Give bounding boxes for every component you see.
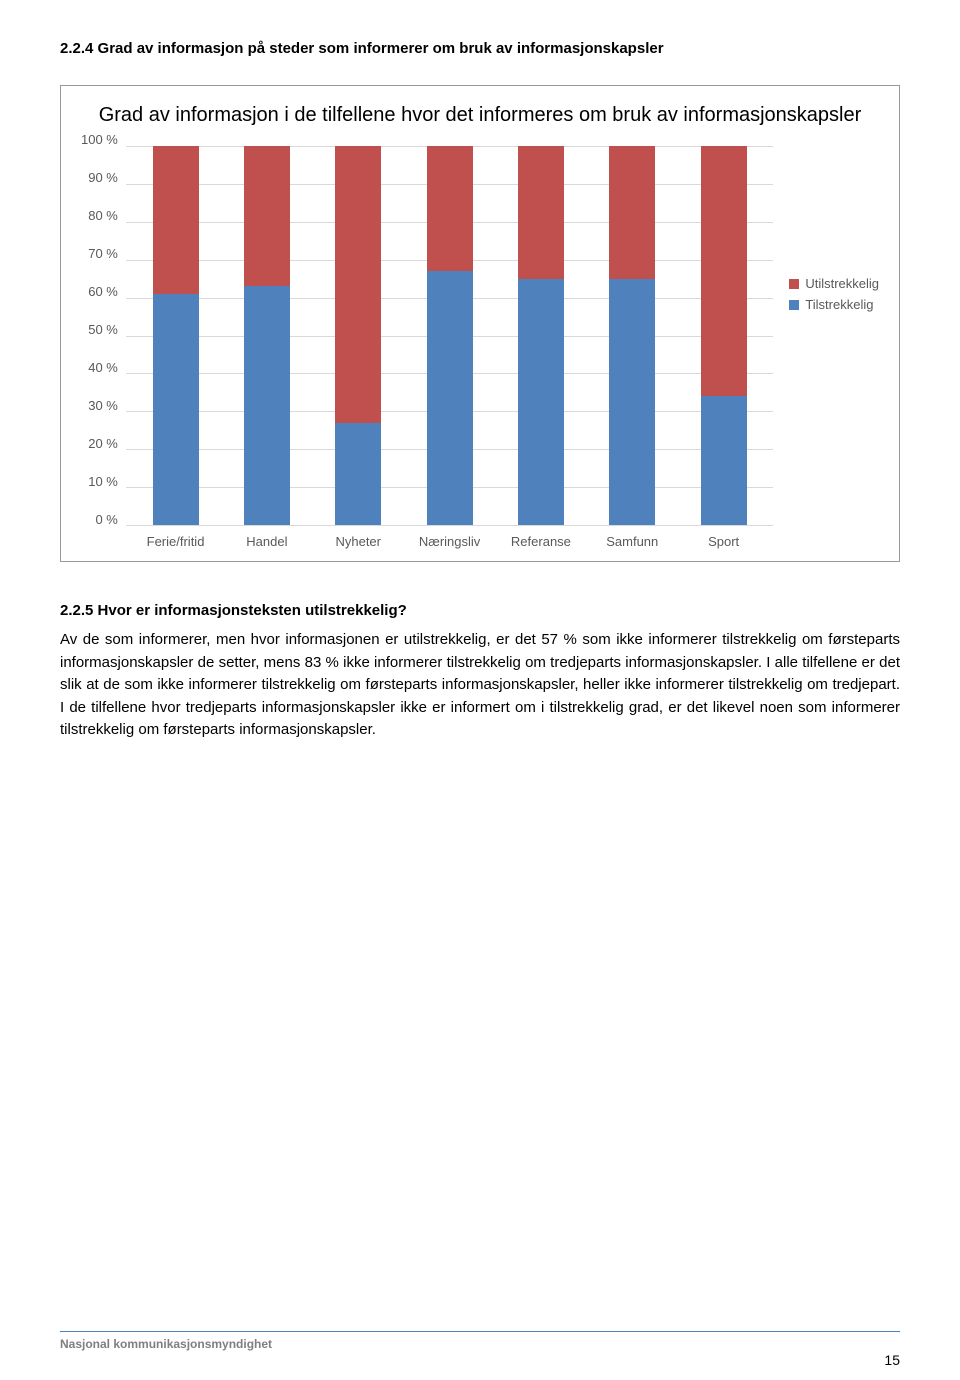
stacked-bar <box>153 146 199 525</box>
bar-slot <box>587 146 678 525</box>
plot-wrapper: 100 %90 %80 %70 %60 %50 %40 %30 %20 %10 … <box>81 146 773 549</box>
bar-slot <box>495 146 586 525</box>
bar-segment-tilstrekkelig <box>701 396 747 525</box>
bar-segment-tilstrekkelig <box>335 423 381 525</box>
chart-title: Grad av informasjon i de tilfellene hvor… <box>81 102 879 128</box>
bar-segment-utilstrekkelig <box>244 146 290 286</box>
stacked-bar <box>335 146 381 525</box>
footer-org: Nasjonal kommunikasjonsmyndighet <box>60 1337 272 1351</box>
bar-segment-tilstrekkelig <box>518 279 564 525</box>
sub-heading: 2.2.5 Hvor er informasjonsteksten utilst… <box>60 602 900 619</box>
page-number: 15 <box>884 1352 900 1368</box>
bar-segment-tilstrekkelig <box>153 294 199 525</box>
plot-area <box>126 146 773 526</box>
x-axis-label: Sport <box>678 534 769 549</box>
bar-slot <box>130 146 221 525</box>
bar-segment-tilstrekkelig <box>427 271 473 525</box>
bar-slot <box>221 146 312 525</box>
bar-segment-utilstrekkelig <box>701 146 747 396</box>
x-axis-label: Handel <box>221 534 312 549</box>
x-axis-label: Nyheter <box>313 534 404 549</box>
chart-body: 100 %90 %80 %70 %60 %50 %40 %30 %20 %10 … <box>81 146 879 549</box>
y-axis: 100 %90 %80 %70 %60 %50 %40 %30 %20 %10 … <box>81 146 126 526</box>
x-axis-label: Samfunn <box>587 534 678 549</box>
legend-swatch <box>789 279 799 289</box>
bar-segment-tilstrekkelig <box>609 279 655 525</box>
x-axis-label: Referanse <box>495 534 586 549</box>
chart-legend: Utilstrekkelig Tilstrekkelig <box>789 146 879 318</box>
section-heading: 2.2.4 Grad av informasjon på steder som … <box>60 40 900 57</box>
bar-segment-utilstrekkelig <box>609 146 655 279</box>
legend-item: Utilstrekkelig <box>789 276 879 291</box>
x-axis-label: Næringsliv <box>404 534 495 549</box>
stacked-bar <box>518 146 564 525</box>
stacked-bar <box>701 146 747 525</box>
bar-slot <box>404 146 495 525</box>
bar-slot <box>313 146 404 525</box>
legend-label: Utilstrekkelig <box>805 276 879 291</box>
legend-label: Tilstrekkelig <box>805 297 873 312</box>
legend-swatch <box>789 300 799 310</box>
bar-segment-utilstrekkelig <box>335 146 381 423</box>
x-axis: Ferie/fritidHandelNyheterNæringslivRefer… <box>126 526 773 549</box>
stacked-bar <box>427 146 473 525</box>
bar-slot <box>678 146 769 525</box>
page-footer: Nasjonal kommunikasjonsmyndighet 15 <box>60 1331 900 1352</box>
body-paragraph: Av de som informerer, men hvor informasj… <box>60 629 900 742</box>
legend-item: Tilstrekkelig <box>789 297 879 312</box>
bar-segment-utilstrekkelig <box>518 146 564 279</box>
bar-segment-utilstrekkelig <box>427 146 473 271</box>
bar-segment-utilstrekkelig <box>153 146 199 294</box>
chart-container: Grad av informasjon i de tilfellene hvor… <box>60 85 900 562</box>
bar-segment-tilstrekkelig <box>244 286 290 525</box>
stacked-bar <box>609 146 655 525</box>
gridline <box>126 525 773 526</box>
bars-group <box>126 146 773 525</box>
x-axis-label: Ferie/fritid <box>130 534 221 549</box>
stacked-bar <box>244 146 290 525</box>
